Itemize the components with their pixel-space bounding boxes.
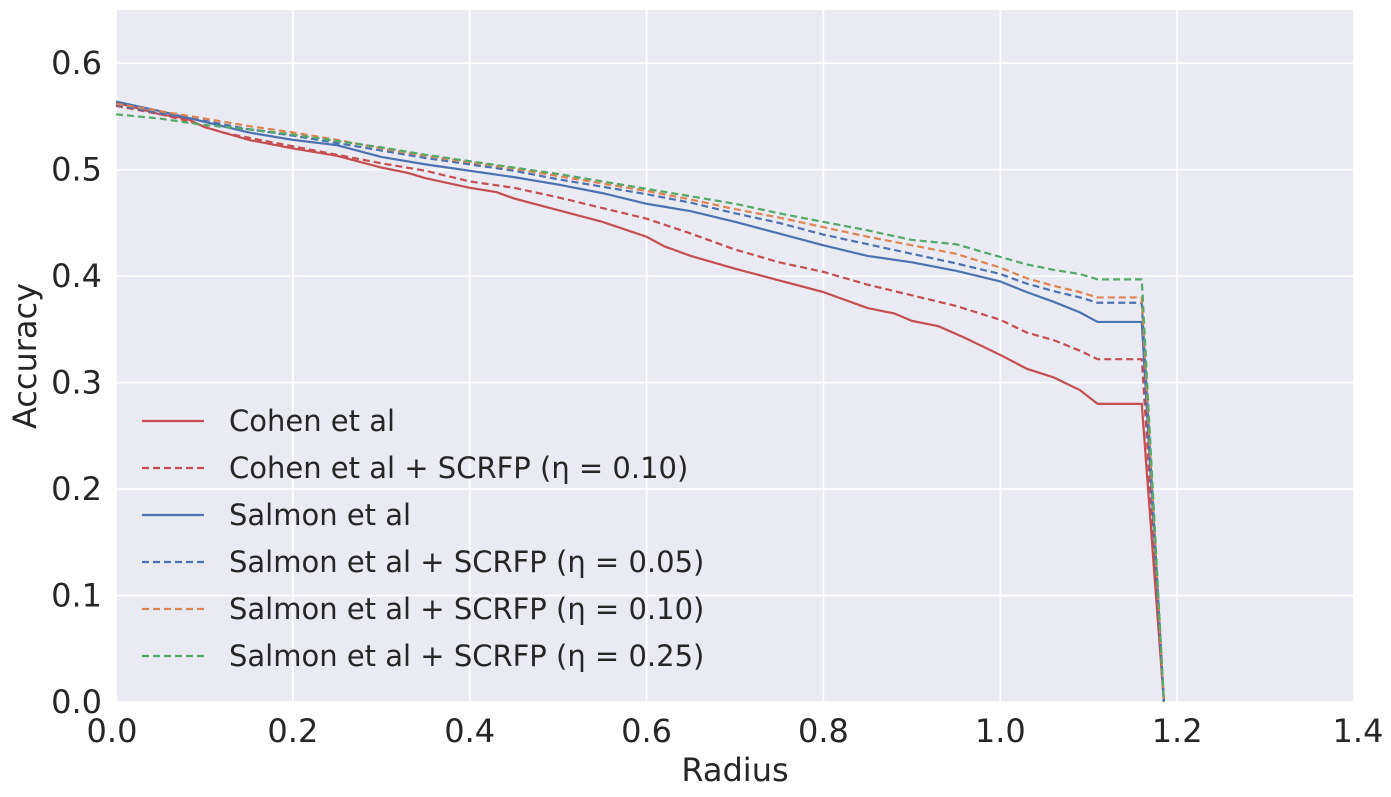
y-tick-label: 0.2 (51, 470, 102, 508)
series-lines (115, 100, 1165, 703)
x-tick-label: 0.4 (444, 712, 495, 750)
legend-label-5: Salmon et al + SCRFP (η = 0.10) (229, 592, 704, 626)
y-tick-label: 0.5 (51, 151, 102, 189)
y-tick-label: 0.6 (51, 44, 102, 82)
legend-label-6: Salmon et al + SCRFP (η = 0.25) (229, 639, 704, 673)
y-tick-label: 0.4 (51, 257, 102, 295)
series-line-3 (115, 100, 1165, 703)
legend-label-3: Salmon et al (229, 498, 411, 532)
legend: Cohen et al Cohen et al + SCRFP (η = 0.10… (142, 404, 704, 673)
y-axis-label: Accuracy (6, 283, 44, 429)
x-tick-labels: 0.0 0.2 0.4 0.6 0.8 1.0 1.2 1.4 (87, 712, 1384, 750)
series-line-6 (115, 113, 1165, 703)
x-tick-label: 0.0 (87, 712, 138, 750)
legend-label-1: Cohen et al (229, 404, 395, 438)
x-tick-label: 0.6 (621, 712, 672, 750)
x-tick-label: 1.4 (1333, 712, 1384, 750)
y-tick-label: 0.1 (51, 577, 102, 615)
plot-background (116, 10, 1354, 702)
series-line-5 (115, 102, 1165, 703)
x-tick-label: 0.2 (267, 712, 318, 750)
y-tick-label: 0.3 (51, 364, 102, 402)
legend-label-2: Cohen et al + SCRFP (η = 0.10) (229, 451, 688, 485)
y-tick-label: 0.0 (51, 683, 102, 721)
y-tick-labels: 0.0 0.1 0.2 0.3 0.4 0.5 0.6 (51, 44, 102, 721)
series-line-2 (115, 104, 1165, 703)
legend-label-4: Salmon et al + SCRFP (η = 0.05) (229, 545, 704, 579)
x-tick-label: 1.2 (1152, 712, 1203, 750)
x-tick-label: 1.0 (975, 712, 1026, 750)
x-axis-label: Radius (681, 751, 788, 789)
series-line-4 (115, 103, 1165, 703)
series-line-1 (115, 101, 1165, 703)
x-tick-label: 0.8 (798, 712, 849, 750)
